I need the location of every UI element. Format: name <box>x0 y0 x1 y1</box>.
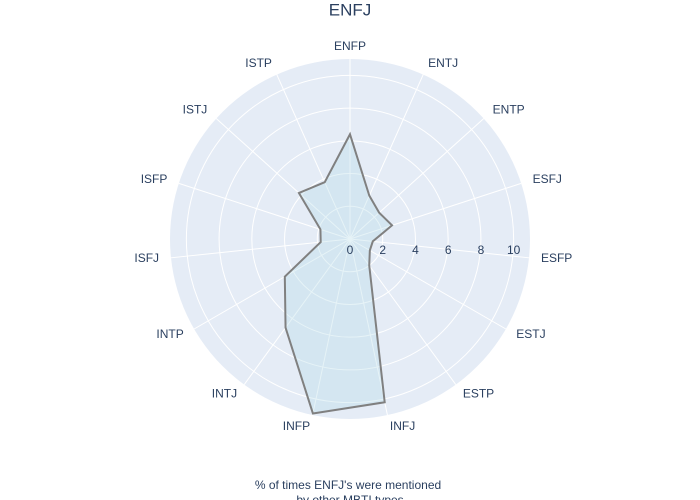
angular-tick-label: ENTJ <box>428 56 458 70</box>
angular-tick-label: ESFP <box>541 251 572 265</box>
angular-tick-label: ESTP <box>463 387 494 401</box>
angular-tick-label: ENTP <box>493 103 525 117</box>
angular-grid-line <box>349 74 424 240</box>
radial-tick-label: 8 <box>478 243 485 257</box>
radial-tick-label: 4 <box>412 243 419 257</box>
angular-tick-label: ISFJ <box>134 251 159 265</box>
angular-grid-line <box>276 74 351 240</box>
chart-title: ENFJ <box>329 0 372 19</box>
angular-grid-line <box>349 238 457 385</box>
caption: % of times ENFJ's were mentioned <box>255 478 441 492</box>
angular-grid-line <box>193 238 351 330</box>
radar-line <box>283 131 394 415</box>
angular-grid-line <box>312 238 351 416</box>
angular-grid-line <box>178 182 351 240</box>
angular-tick-label: INFP <box>283 419 310 433</box>
radial-tick-label: 2 <box>379 243 386 257</box>
angular-grid-line <box>215 118 351 240</box>
caption: by other MBTI types <box>296 493 403 500</box>
radial-tick-label: 0 <box>347 243 354 257</box>
angular-tick-label: INFJ <box>390 419 415 433</box>
angular-tick-label: ESFJ <box>533 172 562 186</box>
angular-tick-label: ISTJ <box>183 103 208 117</box>
radial-tick-label: 10 <box>507 243 521 257</box>
angular-tick-label: INTP <box>156 327 183 341</box>
angular-tick-label: ISTP <box>245 56 272 70</box>
angular-tick-label: INTJ <box>212 387 237 401</box>
angular-tick-label: ISFP <box>141 172 168 186</box>
angular-grid-line <box>349 182 522 240</box>
angular-grid-line <box>349 238 388 416</box>
angular-tick-label: ENFP <box>334 39 366 53</box>
radial-tick-label: 6 <box>445 243 452 257</box>
angular-grid-line <box>349 238 530 259</box>
angular-grid-line <box>243 238 351 385</box>
angular-tick-label: ESTJ <box>516 327 545 341</box>
angular-grid-line <box>349 238 507 330</box>
angular-grid-line <box>349 118 485 240</box>
